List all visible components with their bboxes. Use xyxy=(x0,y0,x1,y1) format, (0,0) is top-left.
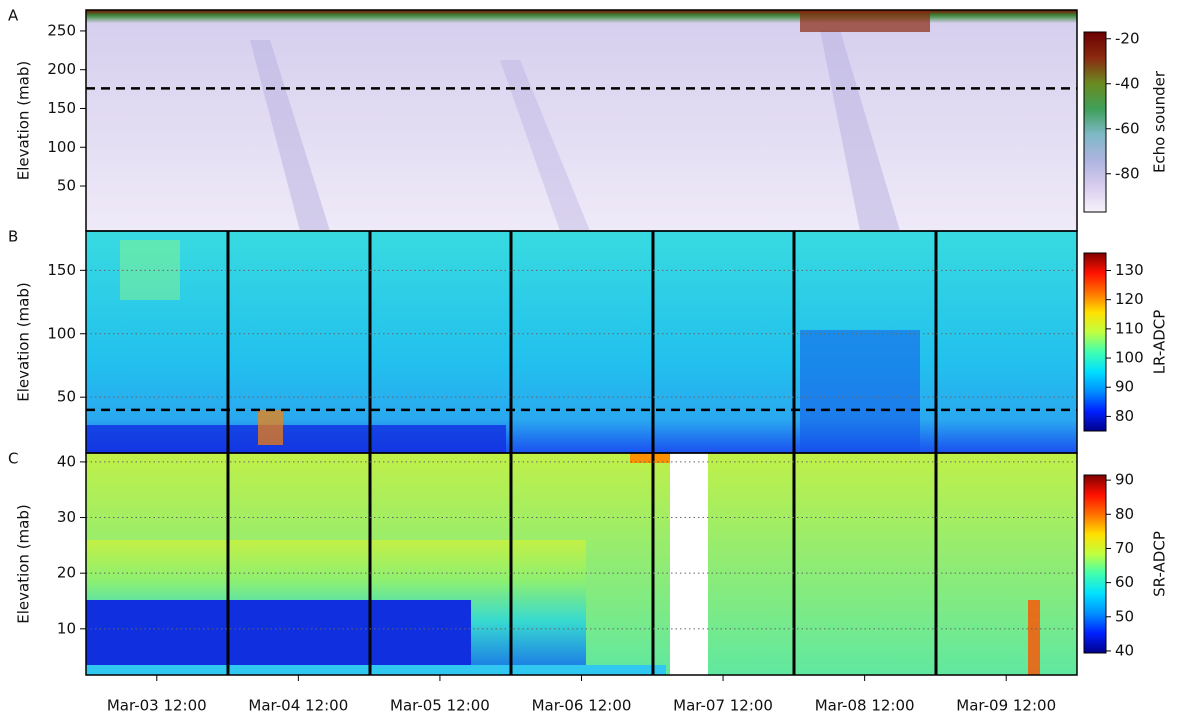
y-tick-label: 200 xyxy=(47,60,76,78)
colorbar-title: Echo sounder xyxy=(1151,70,1169,173)
panel-label: B xyxy=(8,228,18,246)
colorbar xyxy=(1083,474,1107,654)
panel-label: A xyxy=(8,7,19,25)
x-tick-label: Mar-08 12:00 xyxy=(815,697,915,715)
colorbar-tick-label: -80 xyxy=(1115,164,1140,182)
colorbar-tick-label: 50 xyxy=(1115,607,1134,625)
y-tick-label: 10 xyxy=(57,619,76,637)
x-tick-label: Mar-09 12:00 xyxy=(956,697,1056,715)
y-tick-label: 150 xyxy=(47,261,76,279)
x-tick-label: Mar-05 12:00 xyxy=(390,697,490,715)
x-tick-label: Mar-04 12:00 xyxy=(248,697,348,715)
x-tick-label: Mar-07 12:00 xyxy=(673,697,773,715)
heatmap-c xyxy=(86,453,1077,675)
y-tick-label: 100 xyxy=(47,324,76,342)
x-tick-label: Mar-06 12:00 xyxy=(532,697,632,715)
panel-label: C xyxy=(8,450,18,468)
colorbar-tick-label: 100 xyxy=(1115,349,1144,367)
y-axis-title: Elevation (mab) xyxy=(15,61,33,180)
y-tick-label: 50 xyxy=(57,388,76,406)
y-tick-label: 40 xyxy=(57,452,76,470)
colorbar-tick-label: 90 xyxy=(1115,471,1134,489)
y-tick-label: 150 xyxy=(47,99,76,117)
y-tick-label: 50 xyxy=(57,177,76,195)
colorbar-tick-label: 40 xyxy=(1115,641,1134,659)
colorbar-tick-label: -20 xyxy=(1115,29,1140,47)
y-tick-label: 20 xyxy=(57,564,76,582)
colorbar xyxy=(1083,252,1107,432)
colorbar-tick-label: 60 xyxy=(1115,573,1134,591)
colorbar-tick-label: 80 xyxy=(1115,407,1134,425)
y-axis-title: Elevation (mab) xyxy=(15,504,33,623)
heatmap-b xyxy=(86,231,1077,453)
colorbar-tick-label: -40 xyxy=(1115,74,1140,92)
colorbar-tick-label: 130 xyxy=(1115,261,1144,279)
colorbar-title: LR-ADCP xyxy=(1151,310,1169,375)
colorbar-tick-label: 70 xyxy=(1115,539,1134,557)
colorbar-tick-label: 80 xyxy=(1115,505,1134,523)
colorbar-tick-label: 120 xyxy=(1115,290,1144,308)
colorbar-tick-label: 110 xyxy=(1115,319,1144,337)
y-tick-label: 100 xyxy=(47,138,76,156)
heatmap-a xyxy=(86,10,1077,231)
colorbar-title: SR-ADCP xyxy=(1151,531,1169,597)
colorbar xyxy=(1083,31,1107,213)
y-axis-title: Elevation (mab) xyxy=(15,282,33,401)
y-tick-label: 250 xyxy=(47,21,76,39)
colorbar-tick-label: 90 xyxy=(1115,378,1134,396)
y-tick-label: 30 xyxy=(57,508,76,526)
x-tick-label: Mar-03 12:00 xyxy=(107,697,207,715)
colorbar-tick-label: -60 xyxy=(1115,119,1140,137)
